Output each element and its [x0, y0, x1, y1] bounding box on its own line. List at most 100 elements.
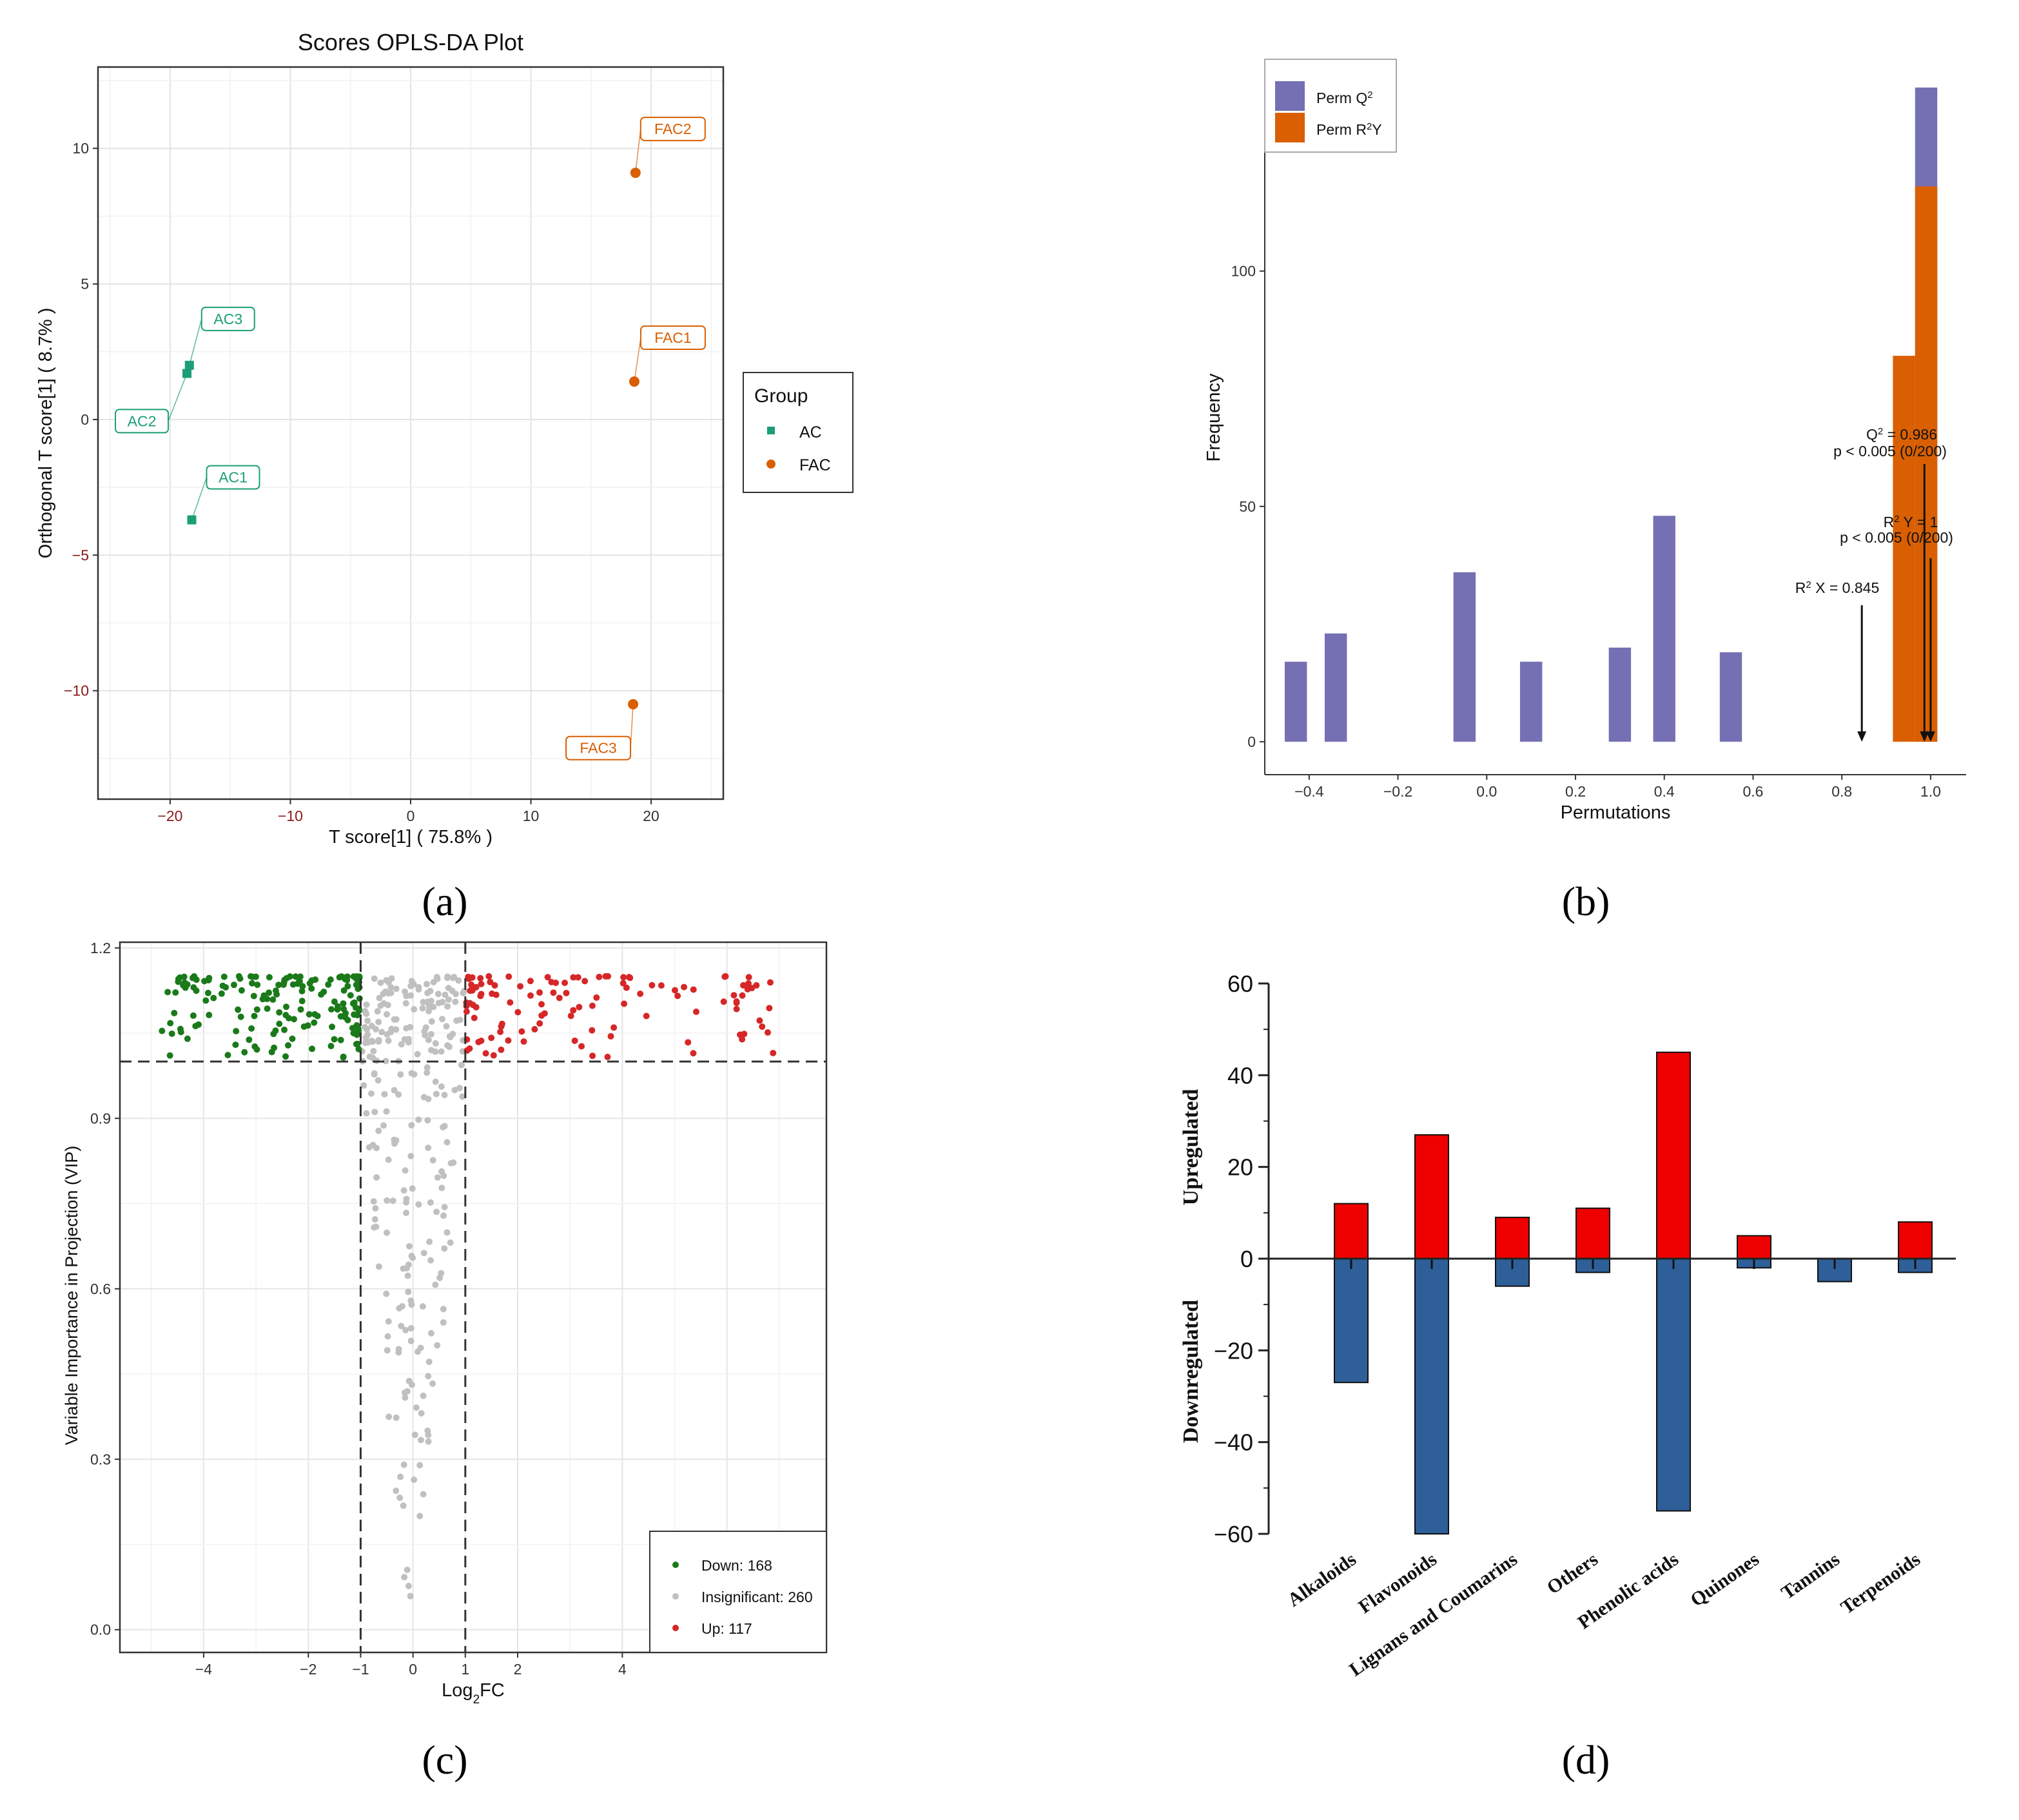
panel-c-point-down	[190, 984, 197, 991]
panel-c-point-down	[201, 978, 208, 985]
panel-c-point-insignificant	[364, 1026, 371, 1033]
panel-c-point-up	[740, 982, 747, 989]
panel-c-point-insignificant	[425, 1036, 432, 1043]
panel-c-point-down	[270, 1031, 277, 1038]
panel-c-point-down	[340, 1000, 347, 1007]
panel-c-point-down	[253, 1006, 260, 1013]
panel-c-point-insignificant	[363, 1001, 370, 1008]
panel-c-x-tick-label: 1	[461, 1661, 469, 1678]
panel-c-point-down	[327, 976, 334, 983]
panel-c-point-insignificant	[417, 1437, 424, 1444]
panel-c-point-insignificant	[376, 994, 383, 1002]
panel-c-point-insignificant	[401, 1574, 408, 1581]
panel-a-x-axis-title: T score[1] ( 75.8% )	[329, 827, 493, 847]
panel-c-point-insignificant	[426, 1238, 433, 1245]
panel-c-letter: (c)	[422, 1737, 467, 1783]
panel-c-point-down	[168, 1030, 175, 1037]
panel-c-point-down	[327, 1043, 335, 1050]
panel-c-point-insignificant	[440, 1319, 447, 1326]
panel-c-point-down	[309, 1045, 316, 1052]
panel-c-point-insignificant	[396, 1304, 403, 1312]
panel-c-point-up	[498, 1046, 505, 1053]
panel-c-point-up	[627, 974, 634, 982]
panel-c-point-insignificant	[360, 1082, 367, 1089]
panel-c-point-down	[276, 1020, 283, 1027]
panel-c-point-insignificant	[427, 1330, 434, 1337]
panel-c-point-insignificant	[429, 1380, 436, 1387]
panel-c-x-tick-label: 2	[514, 1661, 522, 1678]
panel-c-point-insignificant	[383, 1290, 390, 1297]
panel-c-point-down	[171, 1009, 178, 1016]
panel-c-point-insignificant	[407, 983, 415, 990]
panel-c-point-insignificant	[433, 1208, 440, 1215]
panel-c-point-up	[720, 998, 727, 1005]
panel-c-point-insignificant	[402, 1000, 409, 1007]
panel-c-point-down	[343, 974, 350, 981]
panel-c-point-insignificant	[407, 1324, 415, 1331]
panel-c-point-insignificant	[382, 988, 389, 995]
panel-c-point-insignificant	[441, 1123, 448, 1130]
panel-c-point-insignificant	[427, 1199, 434, 1206]
panel-a-point-leader	[191, 477, 208, 520]
panel-c-point-insignificant	[450, 1159, 457, 1167]
panel-c-point-up	[550, 989, 557, 996]
panel-d-y-tick-label: 60	[1227, 971, 1253, 997]
panel-d-bar-up	[1898, 1221, 1933, 1259]
panel-d-bar-up	[1334, 1203, 1369, 1259]
panel-c-point-insignificant	[424, 989, 431, 996]
panel-c-point-down	[342, 1010, 349, 1017]
panel-c-point-up	[548, 978, 555, 985]
panel-c-point-insignificant	[438, 1185, 445, 1192]
panel-c-point-insignificant	[407, 1023, 414, 1031]
panel-c-point-up	[475, 1038, 482, 1045]
panel-c-point-up	[756, 1017, 763, 1024]
panel-c-point-insignificant	[438, 1016, 445, 1023]
panel-c-point-insignificant	[403, 1196, 410, 1203]
panel-c-point-up	[759, 1023, 766, 1030]
panel-c-point-insignificant	[408, 1121, 415, 1128]
panel-c-point-insignificant	[427, 1257, 434, 1264]
panel-d-y-tick-label: −20	[1214, 1337, 1253, 1364]
panel-c-point-insignificant	[403, 1210, 410, 1217]
panel-c-point-insignificant	[424, 980, 431, 987]
panel-a-point-label-box	[206, 465, 260, 490]
panel-a-y-tick-label: 5	[81, 276, 89, 293]
panel-c-point-up	[490, 1052, 497, 1059]
panel-c-point-insignificant	[407, 1592, 414, 1600]
legend-perm-q2-label: Perm Q2	[1316, 90, 1373, 107]
panel-b-bar-perm-q2	[1519, 661, 1543, 742]
panel-c-point-insignificant	[456, 1016, 463, 1023]
panel-c-point-up	[517, 983, 524, 990]
panel-c-point-insignificant	[432, 1040, 439, 1047]
panel-a-legend: Group AC FAC	[743, 372, 853, 493]
panel-c-point-up	[764, 1029, 771, 1036]
panel-c-point-up	[487, 978, 494, 985]
panel-c-point-insignificant	[402, 1167, 409, 1174]
panel-c-point-down	[276, 1009, 283, 1016]
panel-a-title: Scores OPLS-DA Plot	[298, 29, 523, 55]
panel-c-point-insignificant	[375, 1127, 382, 1134]
legend-down-swatch	[672, 1562, 679, 1568]
panel-c-point-insignificant	[459, 1093, 466, 1100]
panel-c-point-insignificant	[384, 1347, 391, 1354]
panel-c-point-down	[290, 1016, 297, 1023]
panel-c-point-down	[286, 1014, 293, 1021]
panel-a-x-tick-label: −20	[157, 808, 182, 824]
panel-c-point-insignificant	[375, 1263, 382, 1270]
panel-b-x-tick-label: 0.0	[1476, 783, 1497, 800]
panel-c-point-insignificant	[385, 1413, 393, 1420]
panel-c-point-insignificant	[395, 1349, 402, 1356]
panel-c-point-down	[331, 1036, 338, 1043]
panel-c-point-insignificant	[398, 1322, 405, 1330]
panel-c-point-up	[649, 982, 656, 989]
panel-c-point-insignificant	[369, 1141, 376, 1148]
panel-c-point-down	[224, 1052, 231, 1059]
panel-c-point-insignificant	[449, 1031, 456, 1038]
panel-b-x-tick-label: −0.4	[1294, 783, 1324, 800]
panel-c-point-insignificant	[370, 1198, 377, 1205]
panel-c-point-down	[241, 1049, 248, 1056]
panel-c-y-tick-label: 0.9	[90, 1110, 111, 1127]
panel-c-point-insignificant	[451, 1087, 458, 1094]
panel-d-bar-down	[1334, 1258, 1369, 1384]
panel-c-point-up	[681, 983, 688, 991]
